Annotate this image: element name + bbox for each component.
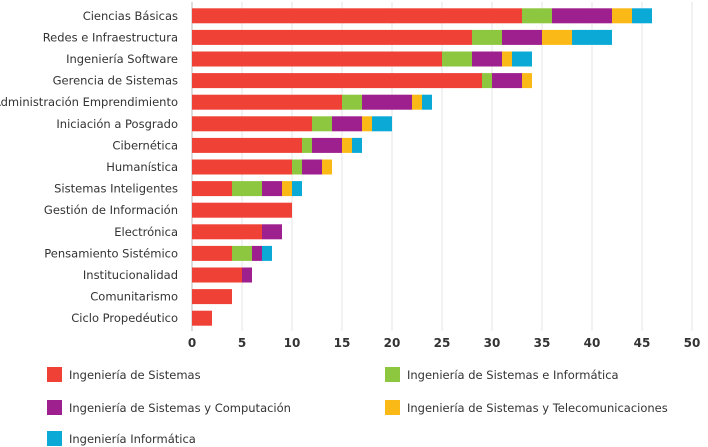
stacked-bar-chart: Ciencias Básicas Redes e Infraestructura I… <box>0 2 701 350</box>
legend-item-ingenieria-de-sistemas-y-telecomunicaciones: Ingeniería de Sistemas y Telecomunicacio… <box>385 400 668 415</box>
x-tick-label: 40 <box>584 336 601 350</box>
x-tick-label: 35 <box>534 336 551 350</box>
bar-segment <box>192 224 262 240</box>
bar-segment <box>522 8 552 24</box>
category-label: Pensamiento Sistémico <box>44 246 178 260</box>
category-label: Gestión de Información <box>44 203 178 217</box>
bar-segment <box>292 181 302 197</box>
bar-segment <box>412 94 422 110</box>
bar-segment <box>192 202 292 218</box>
bar-segment <box>252 245 262 261</box>
bar-segment <box>522 73 532 89</box>
category-label: Electrónica <box>114 225 178 239</box>
x-tick-label: 20 <box>384 336 401 350</box>
legend-swatch <box>47 400 62 415</box>
bar-segment <box>192 51 442 67</box>
bar-segment <box>502 51 512 67</box>
x-tick-label: 15 <box>334 336 351 350</box>
bar-segment <box>342 137 352 153</box>
legend-item-ingenieria-de-sistemas-y-computacion: Ingeniería de Sistemas y Computación <box>47 400 291 415</box>
legend-swatch <box>47 431 62 446</box>
category-label: Sistemas Inteligentes <box>54 182 178 196</box>
legend-label: Ingeniería de Sistemas e Informática <box>407 367 619 382</box>
bar-segment <box>332 116 362 132</box>
bar-segment <box>352 137 362 153</box>
legend-label: Ingeniería de Sistemas y Computación <box>69 400 291 415</box>
chart-legend: Ingeniería de Sistemas Ingeniería de Sis… <box>0 360 708 447</box>
category-label: Institucionalidad <box>83 268 178 282</box>
bar-segment <box>572 29 612 45</box>
category-label: Ciclo Propedéutico <box>71 311 178 325</box>
bar-segment <box>312 116 332 132</box>
category-label: Administración Emprendimiento <box>0 95 178 109</box>
x-tick-label: 30 <box>484 336 501 350</box>
legend-label: Ingeniería de Sistemas y Telecomunicacio… <box>407 400 668 415</box>
bar-segment <box>422 94 432 110</box>
bar-segment <box>552 8 612 24</box>
bar-segment <box>292 159 302 175</box>
bar-segment <box>472 51 502 67</box>
x-tick-label: 50 <box>684 336 701 350</box>
bar-segment <box>192 29 472 45</box>
category-label: Gerencia de Sistemas <box>53 74 178 88</box>
bar-segment <box>192 267 242 283</box>
legend-item-ingenieria-informatica: Ingeniería Informática <box>47 431 196 446</box>
bar-segment <box>482 73 492 89</box>
bar-segment <box>282 181 292 197</box>
bar-segment <box>322 159 332 175</box>
legend-swatch <box>385 400 400 415</box>
bar-segment <box>262 224 282 240</box>
x-tick-label: 5 <box>238 336 246 350</box>
bar-segment <box>502 29 542 45</box>
bar-segment <box>362 94 412 110</box>
bar-segment <box>232 181 262 197</box>
bar-segment <box>612 8 632 24</box>
category-label: Ciencias Básicas <box>83 9 178 23</box>
bar-segment <box>192 181 232 197</box>
bar-segment <box>472 29 502 45</box>
bar-segment <box>362 116 372 132</box>
legend-item-ingenieria-de-sistemas: Ingeniería de Sistemas <box>47 367 201 382</box>
bar-segment <box>262 181 282 197</box>
bar-segment <box>192 310 212 326</box>
x-tick-label: 0 <box>188 336 196 350</box>
bar-segment <box>342 94 362 110</box>
category-label: Comunitarismo <box>90 290 178 304</box>
bar-segment <box>192 245 232 261</box>
x-tick-label: 25 <box>434 336 451 350</box>
bar-segment <box>192 73 482 89</box>
bar-segment <box>192 94 342 110</box>
bar-segment <box>232 245 252 261</box>
legend-label: Ingeniería Informática <box>69 431 196 446</box>
bar-segment <box>192 116 312 132</box>
bar-segment <box>442 51 472 67</box>
bar-segment <box>192 8 522 24</box>
bar-segment <box>492 73 522 89</box>
bar-segment <box>262 245 272 261</box>
bar-segment <box>192 159 292 175</box>
legend-swatch <box>385 367 400 382</box>
category-label: Humanística <box>106 160 178 174</box>
bar-segment <box>302 159 322 175</box>
bar-segment <box>302 137 312 153</box>
bar-segment <box>312 137 342 153</box>
bar-segment <box>192 137 302 153</box>
x-tick-label: 45 <box>634 336 651 350</box>
bar-segment <box>512 51 532 67</box>
bar-segment <box>632 8 652 24</box>
category-label: Ingeniería Software <box>66 52 178 66</box>
x-tick-label: 10 <box>284 336 301 350</box>
bar-segment <box>542 29 572 45</box>
category-label: Redes e Infraestructura <box>43 30 178 44</box>
legend-swatch <box>47 367 62 382</box>
bar-segment <box>242 267 252 283</box>
legend-label: Ingeniería de Sistemas <box>69 367 201 382</box>
category-label: Iniciación a Posgrado <box>56 117 178 131</box>
bar-segment <box>192 289 232 305</box>
bar-segment <box>372 116 392 132</box>
category-label: Cibernética <box>112 138 178 152</box>
legend-item-ingenieria-de-sistemas-e-informatica: Ingeniería de Sistemas e Informática <box>385 367 619 382</box>
